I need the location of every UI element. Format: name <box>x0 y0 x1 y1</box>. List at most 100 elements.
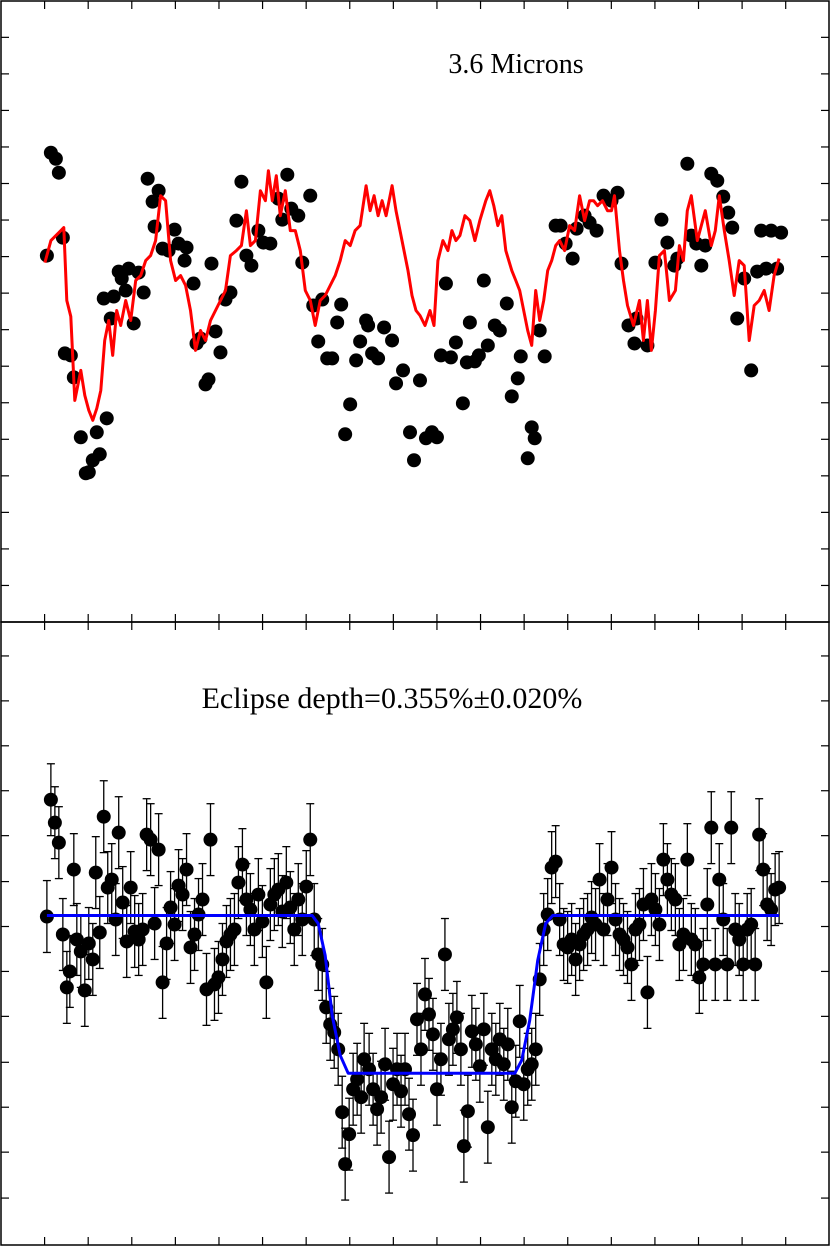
data-point <box>445 1022 460 1037</box>
data-point <box>338 427 353 442</box>
data-point <box>349 353 364 368</box>
data-point <box>756 862 771 877</box>
data-point <box>754 223 769 238</box>
data-point <box>263 236 278 251</box>
data-point <box>371 351 386 366</box>
data-point <box>155 975 170 990</box>
data-point <box>462 315 477 330</box>
data-point <box>744 363 759 378</box>
data-point <box>118 283 133 298</box>
data-point <box>437 947 452 962</box>
data-point <box>389 376 404 391</box>
data-point <box>370 1102 385 1117</box>
data-point <box>115 895 130 910</box>
data-point <box>151 183 166 198</box>
data-point <box>227 922 242 937</box>
data-point <box>407 453 422 468</box>
data-point <box>692 970 707 985</box>
data-point <box>179 240 194 255</box>
data-point <box>504 1100 519 1115</box>
data-point <box>449 1010 464 1025</box>
plot-frame <box>0 621 830 1246</box>
data-point <box>299 879 314 894</box>
data-point <box>520 451 535 466</box>
data-point <box>524 1057 539 1072</box>
data-point <box>123 880 138 895</box>
data-point <box>251 887 266 902</box>
data-point <box>455 396 470 411</box>
data-point <box>774 225 789 240</box>
data-point <box>640 985 655 1000</box>
data-point <box>179 862 194 877</box>
data-point <box>325 351 340 366</box>
data-point <box>378 1057 393 1072</box>
data-point <box>104 872 119 887</box>
data-line <box>43 169 781 422</box>
data-point <box>255 914 270 929</box>
data-point <box>476 273 491 288</box>
data-point <box>496 1057 511 1072</box>
data-point <box>140 171 155 186</box>
chart-title: Eclipse depth=0.355%±0.020% <box>202 682 583 715</box>
data-point <box>43 792 58 807</box>
data-point <box>167 917 182 932</box>
data-point <box>167 222 182 237</box>
data-point <box>96 809 111 824</box>
data-point <box>303 832 318 847</box>
data-point <box>343 397 358 412</box>
data-point <box>772 880 787 895</box>
data-point <box>151 842 166 857</box>
data-point <box>409 1012 424 1027</box>
data-point <box>736 957 751 972</box>
data-point <box>412 373 427 388</box>
data-point <box>660 872 675 887</box>
data-point <box>119 934 134 949</box>
data-point <box>111 825 126 840</box>
data-point <box>396 363 411 378</box>
data-point <box>652 917 667 932</box>
data-point <box>680 156 695 171</box>
data-point <box>512 1014 527 1029</box>
data-point <box>208 324 223 339</box>
data-point <box>688 937 703 952</box>
data-point <box>748 957 763 972</box>
data-point <box>89 425 104 440</box>
data-point <box>77 983 92 998</box>
data-point <box>353 334 368 349</box>
data-line <box>46 914 780 1075</box>
data-point <box>744 917 759 932</box>
data-point <box>402 1107 417 1122</box>
data-point <box>524 420 539 435</box>
data-point <box>338 1157 353 1172</box>
data-point <box>510 371 525 386</box>
data-point <box>147 219 162 234</box>
data-point <box>234 174 249 189</box>
data-point <box>453 1042 468 1057</box>
data-point <box>73 430 88 445</box>
data-point <box>361 318 376 333</box>
data-point <box>204 256 219 271</box>
data-point <box>504 389 519 404</box>
data-point <box>143 832 158 847</box>
data-point <box>421 1007 436 1022</box>
data-point <box>654 212 669 227</box>
data-point <box>48 151 63 166</box>
data-point <box>417 987 432 1002</box>
data-point <box>548 854 563 869</box>
data-point <box>275 212 290 227</box>
data-point <box>235 857 250 872</box>
data-point <box>700 897 715 912</box>
data-point <box>215 952 230 967</box>
chart-title: 3.6 Microns <box>448 49 583 80</box>
data-point <box>425 1027 440 1042</box>
data-point <box>136 285 151 300</box>
data-point <box>231 875 246 890</box>
data-point <box>472 1059 487 1074</box>
data-point <box>527 431 542 446</box>
data-point <box>229 213 244 228</box>
data-point <box>51 165 66 180</box>
data-point <box>708 957 723 972</box>
data-point <box>92 925 107 940</box>
data-point <box>480 338 495 353</box>
data-point <box>656 852 671 867</box>
